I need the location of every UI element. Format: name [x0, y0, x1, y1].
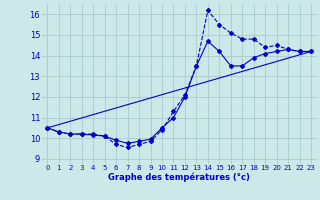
X-axis label: Graphe des températures (°c): Graphe des températures (°c) [108, 173, 250, 182]
